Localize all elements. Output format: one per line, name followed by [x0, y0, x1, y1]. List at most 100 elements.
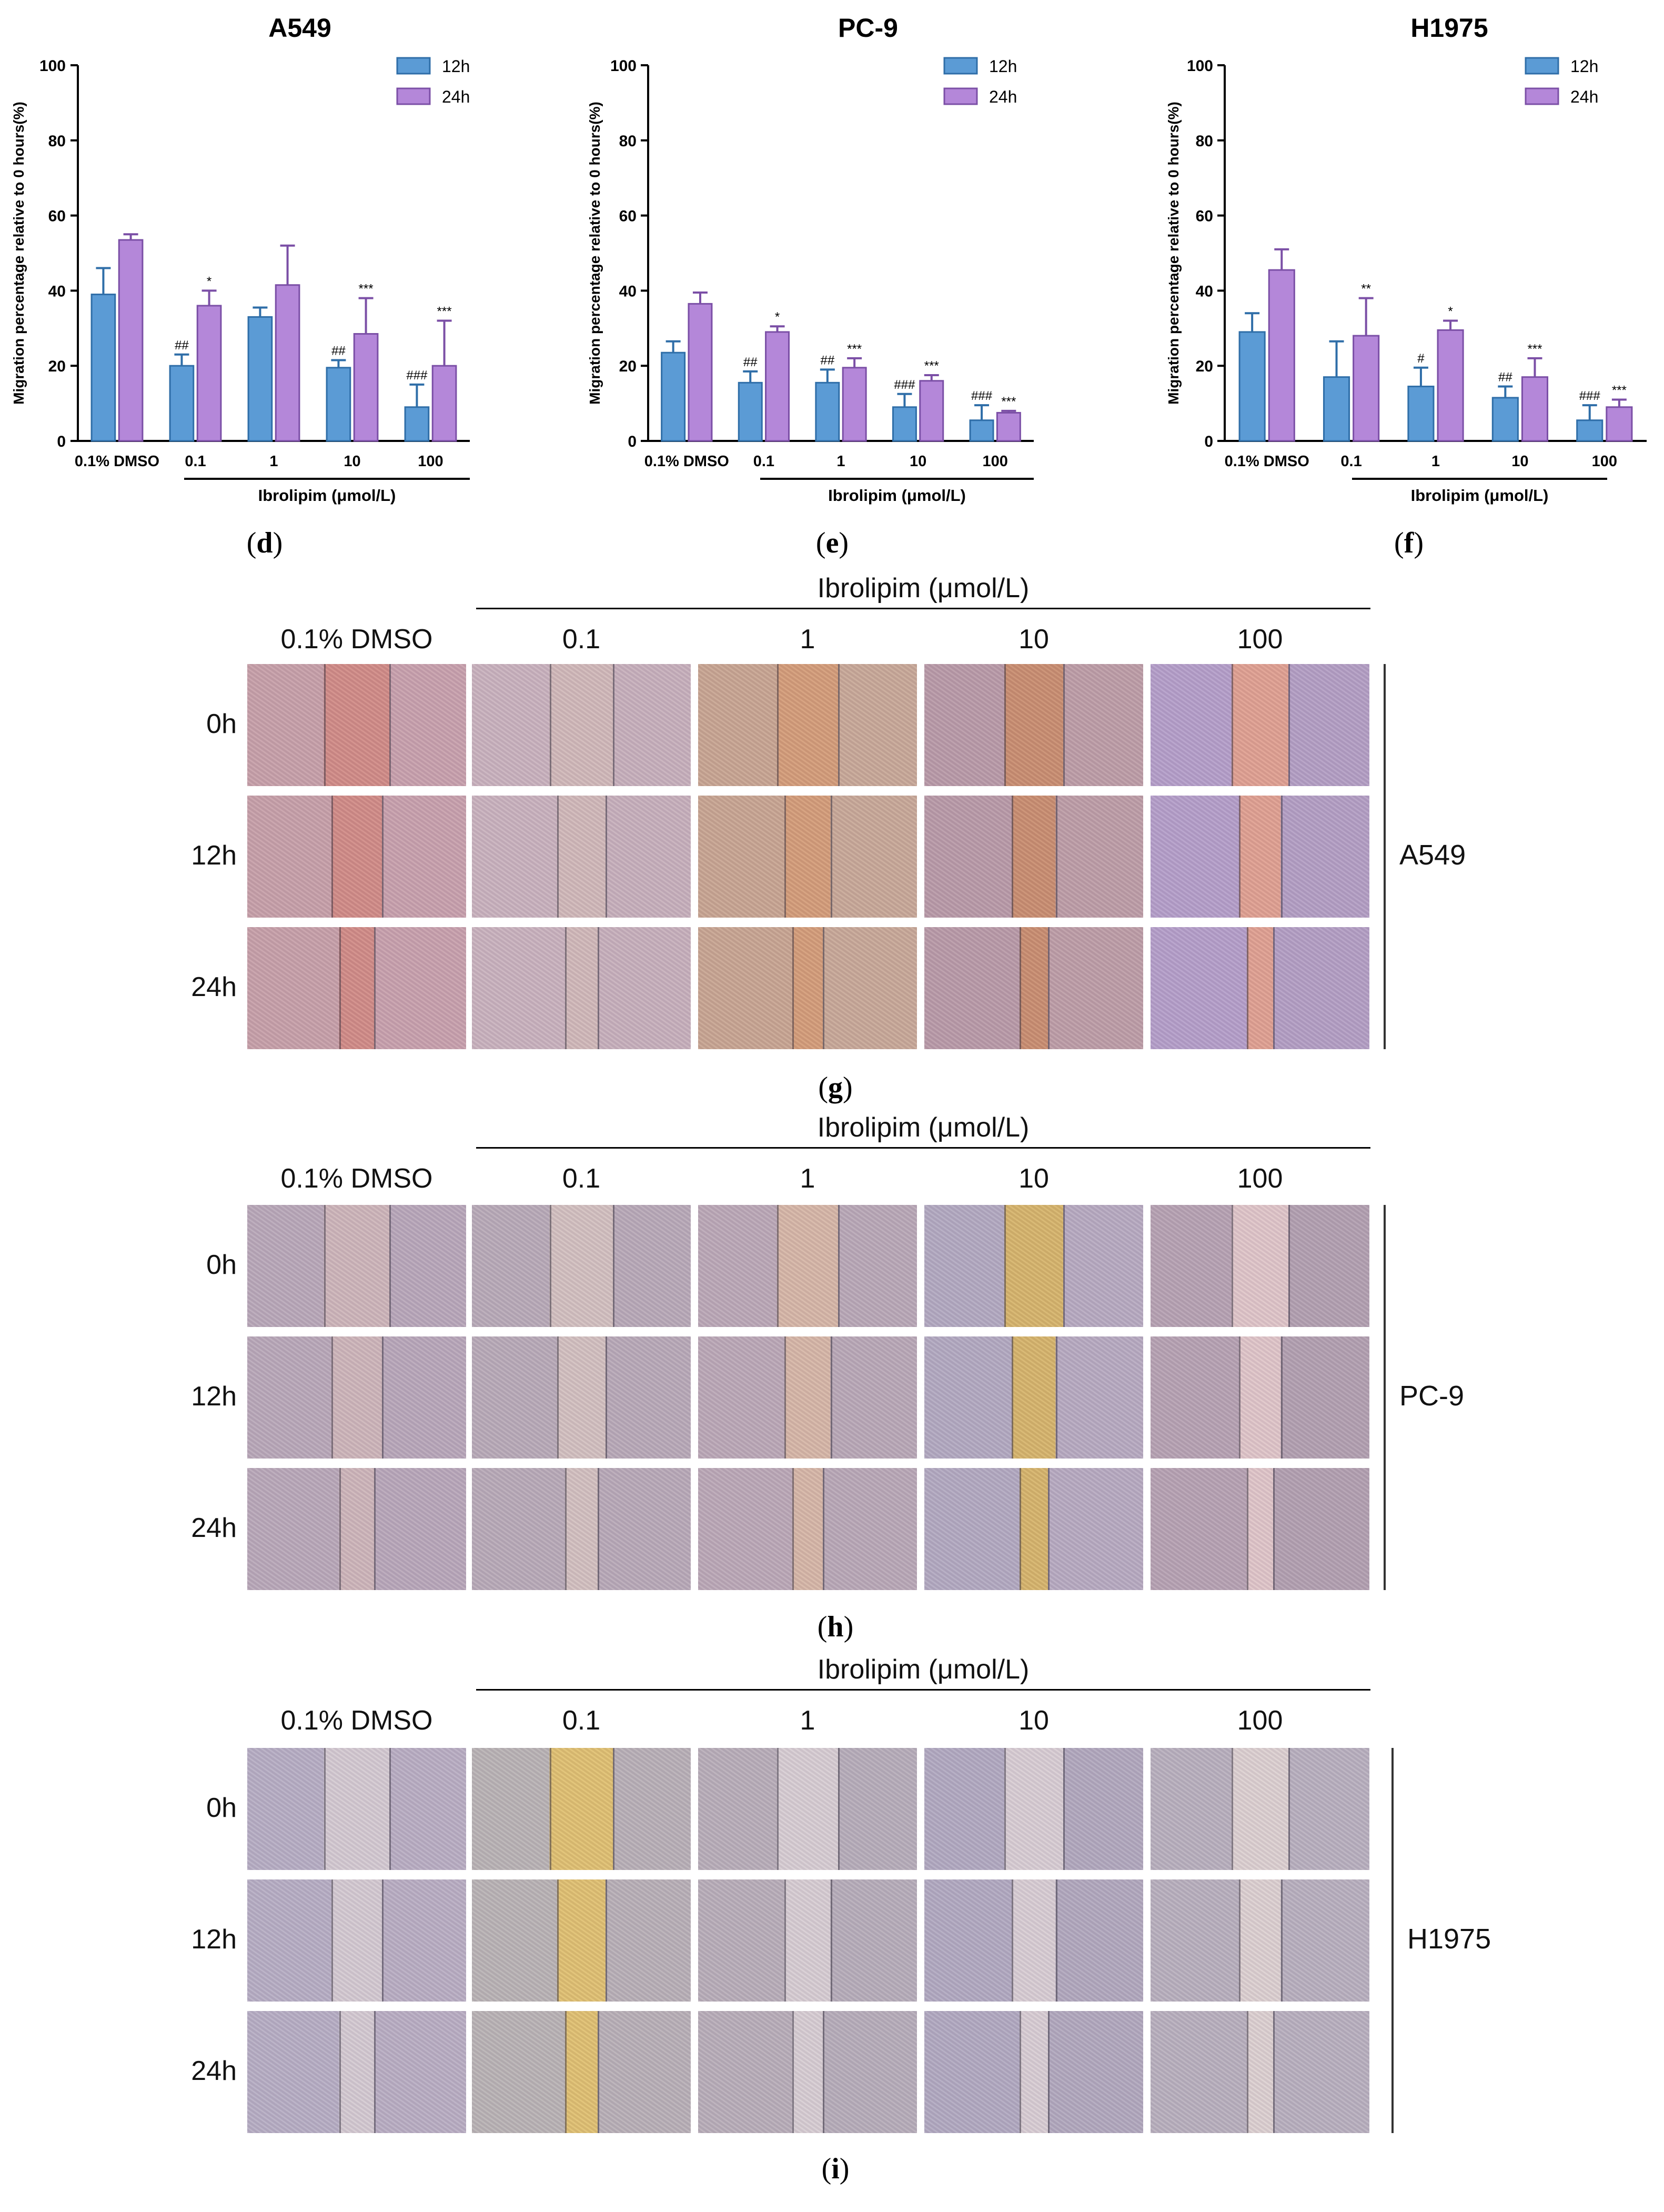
- micrograph-cell: [698, 1205, 917, 1327]
- wound-edge-right: [1048, 1468, 1050, 1590]
- significance-label: ##: [331, 344, 346, 358]
- y-tick-label: 20: [48, 358, 66, 375]
- column-label: 10: [1018, 1163, 1049, 1194]
- bar-24h-2: [196, 305, 222, 442]
- micrograph-cell: [472, 1205, 691, 1327]
- bar-12h-2: [169, 365, 195, 442]
- micrograph-cell: [924, 927, 1143, 1049]
- bar-12h-4: [1491, 397, 1519, 442]
- wound-edge-left: [1019, 1468, 1021, 1590]
- y-tick-label: 60: [1196, 208, 1213, 225]
- wound-edge-right: [823, 2011, 825, 2133]
- x-tick-label: 0.1: [185, 453, 206, 470]
- dose-header-line: [476, 1689, 1370, 1691]
- dose-header: Ibrolipim (μmol/L): [817, 1654, 1030, 1685]
- x-group-label: Ibrolipim (μmol/L): [828, 486, 966, 505]
- wound-edge-left: [1004, 664, 1006, 786]
- wound-edge-right: [1055, 796, 1057, 918]
- column-label: 0.1% DMSO: [280, 624, 433, 655]
- micrograph-cell: [698, 1468, 917, 1590]
- wound-edge-left: [1019, 927, 1021, 1049]
- column-label: 1: [800, 624, 815, 655]
- x-tick-label: 0.1% DMSO: [75, 453, 159, 470]
- wound-edge-right: [838, 664, 840, 786]
- wound-edge-right: [838, 1205, 840, 1327]
- panel-label-h: (h): [817, 1611, 854, 1643]
- wound-edge-left: [784, 1336, 786, 1459]
- cell-line-bracket: [1384, 1205, 1386, 1590]
- bar-24h-5: [431, 365, 457, 442]
- column-label: 0.1: [562, 1705, 601, 1736]
- wound-edge-right: [1063, 1748, 1065, 1870]
- significance-label: *: [207, 274, 211, 288]
- x-tick-label: 10: [910, 453, 926, 470]
- legend-label-12h: 12h: [1570, 57, 1598, 76]
- wound-edge-right: [1288, 664, 1290, 786]
- chart-title: PC-9: [838, 13, 898, 43]
- column-label: 100: [1237, 1705, 1283, 1736]
- significance-label: ###: [1579, 389, 1601, 403]
- micrograph-cell: [472, 796, 691, 918]
- y-tick-label: 0: [628, 433, 637, 450]
- legend-swatch-12h: [396, 57, 431, 75]
- significance-label: ##: [820, 353, 834, 367]
- chart-d: A549 0 20 40 60 80 100 Migration percentage rel…: [11, 13, 470, 505]
- wound-edge-left: [776, 664, 779, 786]
- micrograph-cell: [698, 1336, 917, 1459]
- wound-edge-left: [549, 1748, 551, 1870]
- significance-label: **: [1361, 282, 1371, 296]
- wound-edge-right: [374, 927, 376, 1049]
- wound-edge-right: [613, 1748, 615, 1870]
- micrograph-cell: [1151, 1748, 1369, 1870]
- x-tick-label: 1: [269, 453, 278, 470]
- row-label: 24h: [191, 1513, 237, 1543]
- wound-edge-left: [784, 796, 786, 918]
- bar-12h-4: [892, 406, 917, 442]
- bar-12h-2: [1323, 376, 1350, 442]
- wound-edge-left: [1012, 1336, 1014, 1459]
- micrograph-cell: [247, 2011, 466, 2133]
- significance-label: ***: [437, 305, 452, 319]
- x-tick-label: 100: [418, 453, 443, 470]
- panel-label-i: (i): [821, 2153, 850, 2185]
- x-tick-label: 10: [1511, 453, 1528, 470]
- wound-edge-right: [1280, 796, 1283, 918]
- wound-edge-left: [1012, 1879, 1014, 2002]
- micrograph-cell: [247, 796, 466, 918]
- bar-24h-3: [1437, 329, 1464, 442]
- y-tick-label: 100: [610, 57, 637, 75]
- micrograph-cell: [247, 664, 466, 786]
- y-tick-label: 80: [48, 133, 66, 150]
- wound-edge-right: [1055, 1336, 1057, 1459]
- wound-edge-right: [381, 796, 384, 918]
- wound-edge-left: [1247, 927, 1249, 1049]
- row-label: 0h: [206, 709, 237, 739]
- wound-edge-right: [1288, 1205, 1290, 1327]
- x-group-label: Ibrolipim (μmol/L): [258, 486, 396, 505]
- micrograph-cell: [472, 664, 691, 786]
- legend-label-24h: 24h: [989, 87, 1017, 106]
- wound-edge-right: [1048, 927, 1050, 1049]
- wound-edge-left: [324, 664, 326, 786]
- row-label: 12h: [191, 840, 237, 871]
- column-label: 0.1% DMSO: [280, 1705, 433, 1736]
- dose-header-line: [476, 608, 1370, 609]
- column-label: 1: [800, 1705, 815, 1736]
- wound-edge-right: [1055, 1879, 1057, 2002]
- wound-edge-left: [1247, 1468, 1249, 1590]
- wound-edge-left: [1019, 2011, 1021, 2133]
- significance-label: *: [775, 310, 780, 324]
- micrograph-cell: [472, 1879, 691, 2002]
- y-tick-label: 80: [1196, 133, 1213, 150]
- bar-24h-5: [1606, 406, 1633, 442]
- y-tick-label: 0: [1204, 433, 1213, 450]
- wound-edge-right: [613, 664, 615, 786]
- micrograph-cell: [924, 2011, 1143, 2133]
- bar-12h-5: [969, 419, 994, 442]
- chart-title: H1975: [1410, 13, 1488, 43]
- wound-edge-left: [1004, 1205, 1006, 1327]
- legend-label-12h: 12h: [442, 57, 470, 76]
- x-tick-label: 0.1% DMSO: [644, 453, 729, 470]
- wound-edge-right: [830, 796, 832, 918]
